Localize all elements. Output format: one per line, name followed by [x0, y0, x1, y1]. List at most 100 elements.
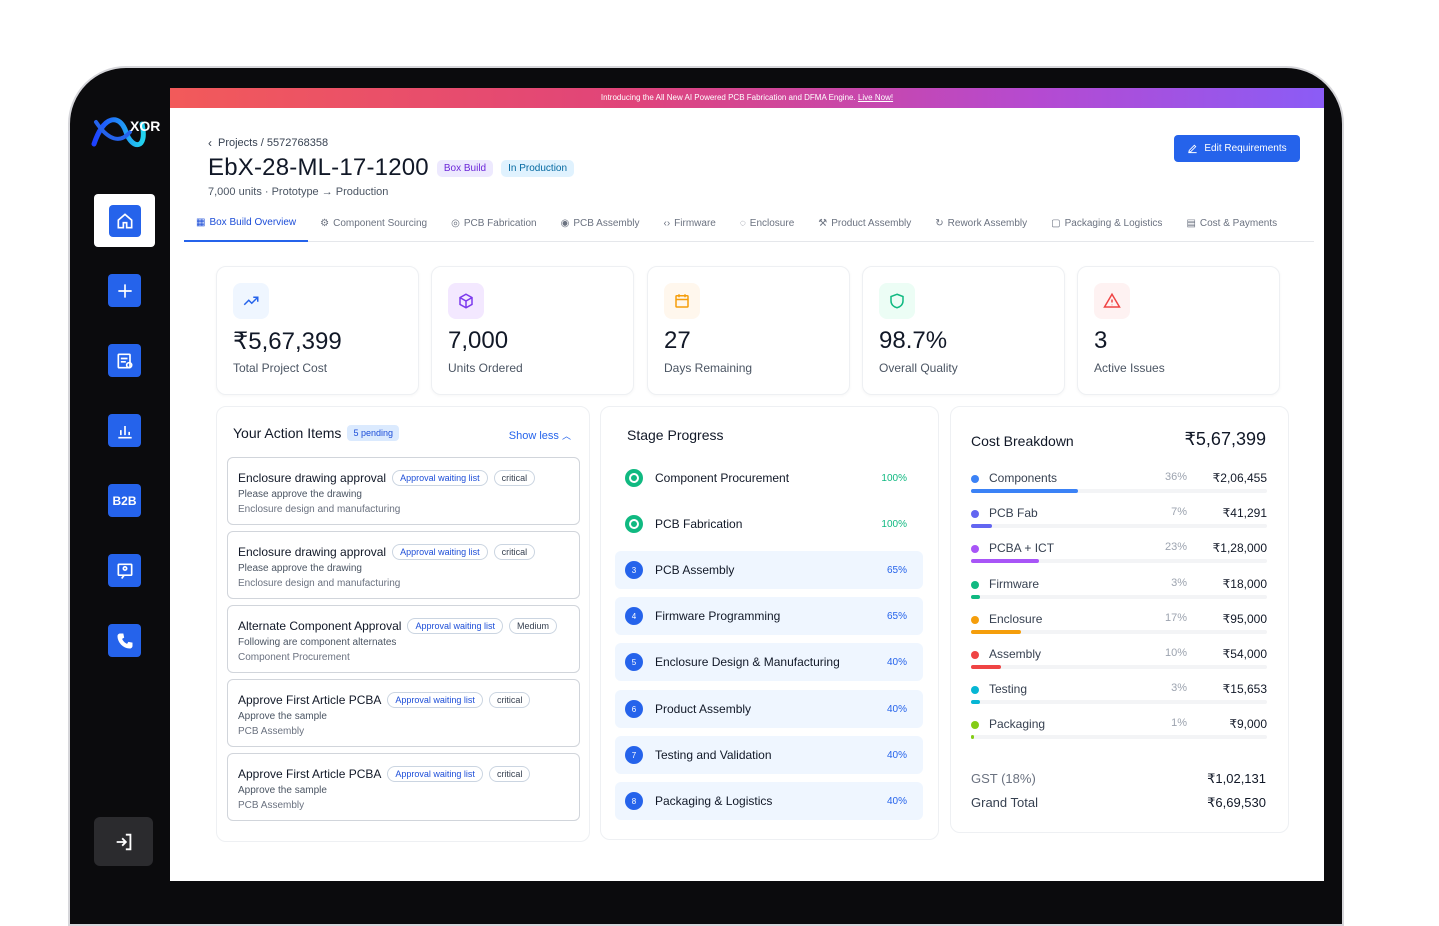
- priority-tag: Medium: [508, 618, 557, 634]
- banner-link[interactable]: Live Now!: [857, 93, 894, 102]
- cost-bar-fill: [971, 559, 1039, 564]
- trending-up-icon: [233, 283, 269, 319]
- priority-tag: critical: [488, 692, 531, 708]
- stat-card-units: 7,000 Units Ordered: [431, 266, 634, 395]
- refresh-icon: ↻: [935, 218, 944, 229]
- code-icon: ‹›: [663, 218, 671, 229]
- grand-total-amount: ₹6,69,530: [1207, 795, 1266, 810]
- cost-percent: 3%: [1171, 682, 1187, 695]
- stat-card-quality: 98.7% Overall Quality: [862, 266, 1065, 395]
- cost-bar-track: [971, 524, 1267, 529]
- legend-dot: [971, 615, 979, 624]
- tab-product-assembly[interactable]: ⚒ Product Assembly: [818, 218, 912, 229]
- tab-component-sourcing[interactable]: ⚙ Component Sourcing: [320, 218, 428, 229]
- legend-dot: [971, 475, 979, 483]
- project-subtitle: 7,000 units · Prototype → Production: [208, 186, 389, 198]
- stat-value: 7,000: [448, 327, 509, 354]
- stage-row[interactable]: 3 PCB Assembly 65%: [615, 551, 923, 589]
- cost-row: Components 36% ₹2,06,455: [971, 470, 1267, 504]
- stage-row[interactable]: 8 Packaging & Logistics 40%: [615, 782, 923, 820]
- cost-percent: 7%: [1171, 506, 1187, 519]
- status-badge: In Production: [501, 159, 575, 177]
- action-item[interactable]: Approve First Article PCBA Approval waiti…: [227, 753, 580, 821]
- nav-add-button[interactable]: [108, 274, 141, 307]
- nav-home-button[interactable]: [94, 194, 155, 247]
- cost-amount: ₹18,000: [1222, 576, 1267, 591]
- nav-b2b-button[interactable]: B2B: [108, 484, 141, 517]
- action-items-title: Your Action Items: [233, 425, 342, 441]
- stage-progress-title: Stage Progress: [627, 427, 724, 443]
- stage-row[interactable]: 5 Enclosure Design & Manufacturing 40%: [615, 643, 923, 681]
- xor-logo-icon: [91, 117, 146, 147]
- stat-value: 27: [664, 327, 691, 354]
- cost-name: Firmware: [989, 576, 1039, 591]
- approval-tag: Approval waiting list: [392, 470, 488, 486]
- home-icon: [117, 212, 132, 228]
- legend-dot: [971, 580, 979, 589]
- action-item[interactable]: Enclosure drawing approval Approval waiti…: [227, 457, 580, 525]
- tab-rework-assembly[interactable]: ↻ Rework Assembly: [935, 218, 1028, 229]
- document-list-icon: [117, 353, 132, 368]
- cost-row: Firmware 3% ₹18,000: [971, 576, 1267, 610]
- document-icon: ▤: [1186, 218, 1196, 229]
- cost-amount: ₹15,653: [1222, 682, 1267, 697]
- action-items-panel: Your Action Items 5 pending Show less ︿ …: [216, 406, 590, 842]
- breadcrumb[interactable]: ‹ Projects / 5572768358: [208, 136, 329, 150]
- show-less-toggle[interactable]: Show less ︿: [508, 430, 571, 442]
- nav-analytics-button[interactable]: [108, 414, 141, 447]
- stage-number: 8: [625, 792, 643, 810]
- cost-bar-fill: [971, 700, 980, 705]
- cost-percent: 10%: [1164, 647, 1187, 659]
- grid-icon: ▦: [196, 217, 206, 228]
- tab-packaging-logistics[interactable]: ▢ Packaging & Logistics: [1051, 218, 1163, 229]
- action-item[interactable]: Approve First Article PCBA Approval waiti…: [227, 679, 580, 747]
- plus-icon: [117, 283, 132, 298]
- cost-bar-track: [971, 489, 1267, 493]
- stage-row[interactable]: 7 Testing and Validation 40%: [615, 736, 923, 774]
- check-circle-icon: [625, 469, 643, 487]
- nav-messages-button[interactable]: [108, 554, 141, 587]
- tab-box-build-overview[interactable]: ▦ Box Build Overview: [184, 206, 309, 242]
- cost-row: PCB Fab 7% ₹41,291: [971, 505, 1267, 539]
- type-badge: Box Build: [436, 159, 494, 177]
- stage-row[interactable]: 6 Product Assembly 40%: [615, 690, 923, 728]
- stage-row[interactable]: PCB Fabrication 100%: [615, 505, 923, 543]
- nav-phone-button[interactable]: [108, 624, 141, 657]
- logout-button[interactable]: [94, 817, 153, 866]
- edit-requirements-button[interactable]: Edit Requirements: [1174, 135, 1300, 162]
- approval-tag: Approval waiting list: [387, 766, 483, 782]
- cost-breakdown-title: Cost Breakdown: [971, 433, 1074, 449]
- stage-row[interactable]: Component Procurement 100%: [615, 459, 923, 497]
- sidebar: XOR B2B: [70, 88, 172, 908]
- action-item[interactable]: Enclosure drawing approval Approval waiti…: [227, 531, 580, 599]
- cog-icon: ⚙: [320, 218, 330, 229]
- tab-pcb-assembly[interactable]: ◉ PCB Assembly: [560, 218, 640, 229]
- cost-bar-track: [971, 735, 1267, 740]
- cost-bar-track: [971, 665, 1267, 669]
- check-circle-icon: [625, 515, 643, 533]
- approval-tag: Approval waiting list: [407, 618, 503, 634]
- tab-cost-payments[interactable]: ▤ Cost & Payments: [1186, 218, 1278, 229]
- stat-label: Days Remaining: [664, 361, 753, 375]
- nav-projects-button[interactable]: [108, 344, 141, 377]
- tab-enclosure[interactable]: ◌ Enclosure: [739, 218, 795, 229]
- cost-percent: 23%: [1164, 541, 1187, 554]
- priority-tag: critical: [493, 470, 536, 486]
- phone-icon: [117, 633, 132, 648]
- tab-pcb-fabrication[interactable]: ◎ PCB Fabrication: [451, 218, 537, 229]
- cost-name: Enclosure: [989, 611, 1043, 626]
- shield-icon: [879, 283, 915, 319]
- stat-label: Overall Quality: [879, 361, 958, 375]
- legend-dot: [971, 651, 979, 659]
- gst-label: GST (18%): [971, 771, 1036, 786]
- action-item[interactable]: Alternate Component Approval Approval wai…: [227, 605, 580, 673]
- tab-firmware[interactable]: ‹› Firmware: [663, 218, 716, 229]
- stage-row[interactable]: 4 Firmware Programming 65%: [615, 597, 923, 635]
- stat-label: Total Project Cost: [233, 361, 328, 375]
- stat-label: Active Issues: [1094, 361, 1165, 375]
- legend-dot: [971, 545, 979, 554]
- cost-name: Testing: [989, 682, 1028, 697]
- cost-row: Enclosure 17% ₹95,000: [971, 611, 1267, 645]
- cost-bar-fill: [971, 665, 1001, 669]
- cost-percent: 1%: [1171, 717, 1187, 730]
